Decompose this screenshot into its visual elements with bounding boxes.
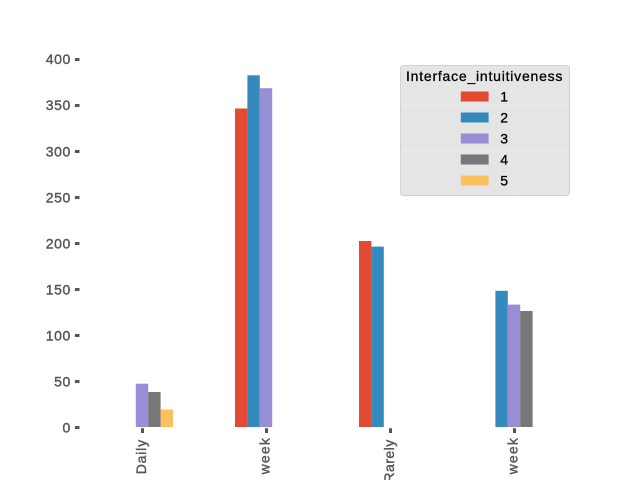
- svg-text:150: 150: [46, 281, 71, 297]
- svg-text:350: 350: [46, 97, 71, 113]
- svg-text:50: 50: [54, 373, 71, 389]
- svg-text:100: 100: [46, 327, 71, 343]
- svg-text:4: 4: [500, 152, 508, 168]
- svg-text:250: 250: [46, 189, 71, 205]
- svg-text:week: week: [505, 437, 521, 475]
- svg-text:Rarely: Rarely: [381, 439, 397, 480]
- svg-text:200: 200: [46, 235, 71, 251]
- svg-text:3: 3: [500, 131, 508, 147]
- svg-text:0: 0: [63, 419, 71, 435]
- svg-text:400: 400: [46, 51, 71, 67]
- svg-text:week: week: [257, 437, 273, 475]
- svg-text:1: 1: [500, 89, 508, 105]
- svg-text:Interface_intuitiveness: Interface_intuitiveness: [406, 68, 563, 84]
- svg-text:2: 2: [500, 110, 508, 126]
- svg-text:5: 5: [500, 173, 508, 189]
- svg-text:300: 300: [46, 143, 71, 159]
- svg-text:Daily: Daily: [133, 439, 149, 474]
